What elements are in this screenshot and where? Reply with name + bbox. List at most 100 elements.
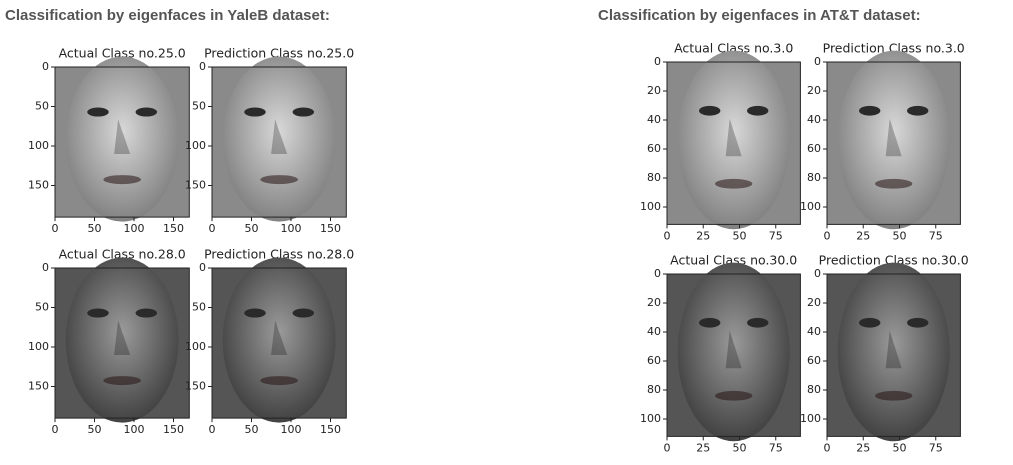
y-tick-label: 40 [807, 325, 821, 338]
x-tick-label: 50 [88, 222, 102, 235]
x-tick-label: 25 [856, 229, 870, 242]
subplot-title: Actual Class no.30.0 [670, 253, 797, 268]
x-tick-label: 150 [163, 222, 184, 235]
mouth [260, 175, 298, 185]
x-tick-label: 25 [856, 441, 870, 454]
x-tick-label: 100 [281, 423, 302, 436]
axes-frame [54, 66, 190, 218]
y-tick-label: 80 [647, 171, 661, 184]
nose [725, 330, 742, 369]
face-image [826, 50, 961, 230]
face [677, 50, 790, 230]
y-tick-label: 100 [800, 200, 821, 213]
y-tick-label: 80 [647, 383, 661, 396]
eye [699, 105, 721, 116]
x-tick-label: 75 [769, 441, 783, 454]
y-tick-label: 80 [807, 383, 821, 396]
x-tick-label: 75 [929, 441, 943, 454]
x-tick-label: 50 [893, 229, 907, 242]
eye [135, 308, 158, 318]
y-tick-label: 50 [192, 100, 206, 113]
y-tick-label: 0 [42, 261, 49, 274]
y-tick-label: 60 [647, 354, 661, 367]
eye [747, 317, 769, 328]
nose [271, 119, 288, 155]
eye [135, 107, 158, 117]
nose [885, 118, 902, 157]
face-image [826, 262, 961, 442]
nose [725, 118, 742, 157]
y-tick-label: 150 [28, 179, 49, 192]
x-tick-label: 75 [769, 229, 783, 242]
y-tick-label: 60 [647, 142, 661, 155]
eye [292, 107, 315, 117]
mouth [103, 376, 141, 386]
axes-frame [666, 273, 801, 437]
eye [87, 107, 109, 117]
face [222, 56, 336, 222]
x-tick-label: 0 [209, 423, 216, 436]
y-tick-label: 150 [185, 380, 206, 393]
x-tick-label: 0 [52, 222, 59, 235]
x-tick-label: 100 [124, 423, 145, 436]
x-tick-label: 25 [696, 229, 710, 242]
x-tick-label: 50 [733, 229, 747, 242]
face [837, 262, 950, 442]
face [222, 257, 336, 423]
eye [907, 317, 929, 328]
mouth [715, 178, 753, 189]
nose [885, 330, 902, 369]
y-tick-label: 20 [647, 296, 661, 309]
x-tick-label: 150 [163, 423, 184, 436]
mouth [875, 178, 913, 189]
eye [747, 105, 769, 116]
y-tick-label: 0 [199, 60, 206, 73]
nose [271, 320, 288, 356]
y-tick-label: 50 [192, 301, 206, 314]
x-tick-label: 50 [245, 222, 259, 235]
x-tick-label: 25 [696, 441, 710, 454]
panel-title: Classification by eigenfaces in AT&T dat… [598, 7, 921, 24]
y-tick-label: 0 [199, 261, 206, 274]
mouth [103, 175, 141, 185]
mouth [260, 376, 298, 386]
y-tick-label: 20 [807, 296, 821, 309]
y-tick-label: 100 [28, 139, 49, 152]
x-tick-label: 150 [320, 222, 341, 235]
face-image [666, 50, 801, 230]
y-tick-label: 20 [807, 84, 821, 97]
axes-frame [666, 61, 801, 225]
eye [859, 105, 881, 116]
y-tick-label: 150 [28, 380, 49, 393]
face [837, 50, 950, 230]
subplot-title: Actual Class no.3.0 [674, 41, 793, 56]
subplot-title: Prediction Class no.28.0 [204, 247, 354, 262]
y-tick-label: 0 [42, 60, 49, 73]
y-tick-label: 0 [654, 55, 661, 68]
x-tick-label: 0 [824, 229, 831, 242]
nose [114, 119, 131, 155]
y-tick-label: 100 [185, 139, 206, 152]
eye [292, 308, 315, 318]
y-tick-label: 50 [35, 100, 49, 113]
x-tick-label: 50 [245, 423, 259, 436]
x-tick-label: 75 [929, 229, 943, 242]
subplot-title: Prediction Class no.3.0 [823, 41, 965, 56]
panel-title: Classification by eigenfaces in YaleB da… [5, 7, 330, 24]
mouth [715, 390, 753, 401]
x-tick-label: 0 [664, 229, 671, 242]
eye [907, 105, 929, 116]
y-tick-label: 40 [807, 113, 821, 126]
face-image [54, 56, 190, 222]
face [677, 262, 790, 442]
x-tick-label: 100 [281, 222, 302, 235]
y-tick-label: 0 [814, 267, 821, 280]
face [65, 257, 179, 423]
subplot-title: Actual Class no.25.0 [59, 46, 186, 61]
subplot-title: Prediction Class no.30.0 [819, 253, 969, 268]
y-tick-label: 60 [807, 354, 821, 367]
y-tick-label: 100 [28, 340, 49, 353]
eye [244, 308, 266, 318]
x-tick-label: 0 [209, 222, 216, 235]
